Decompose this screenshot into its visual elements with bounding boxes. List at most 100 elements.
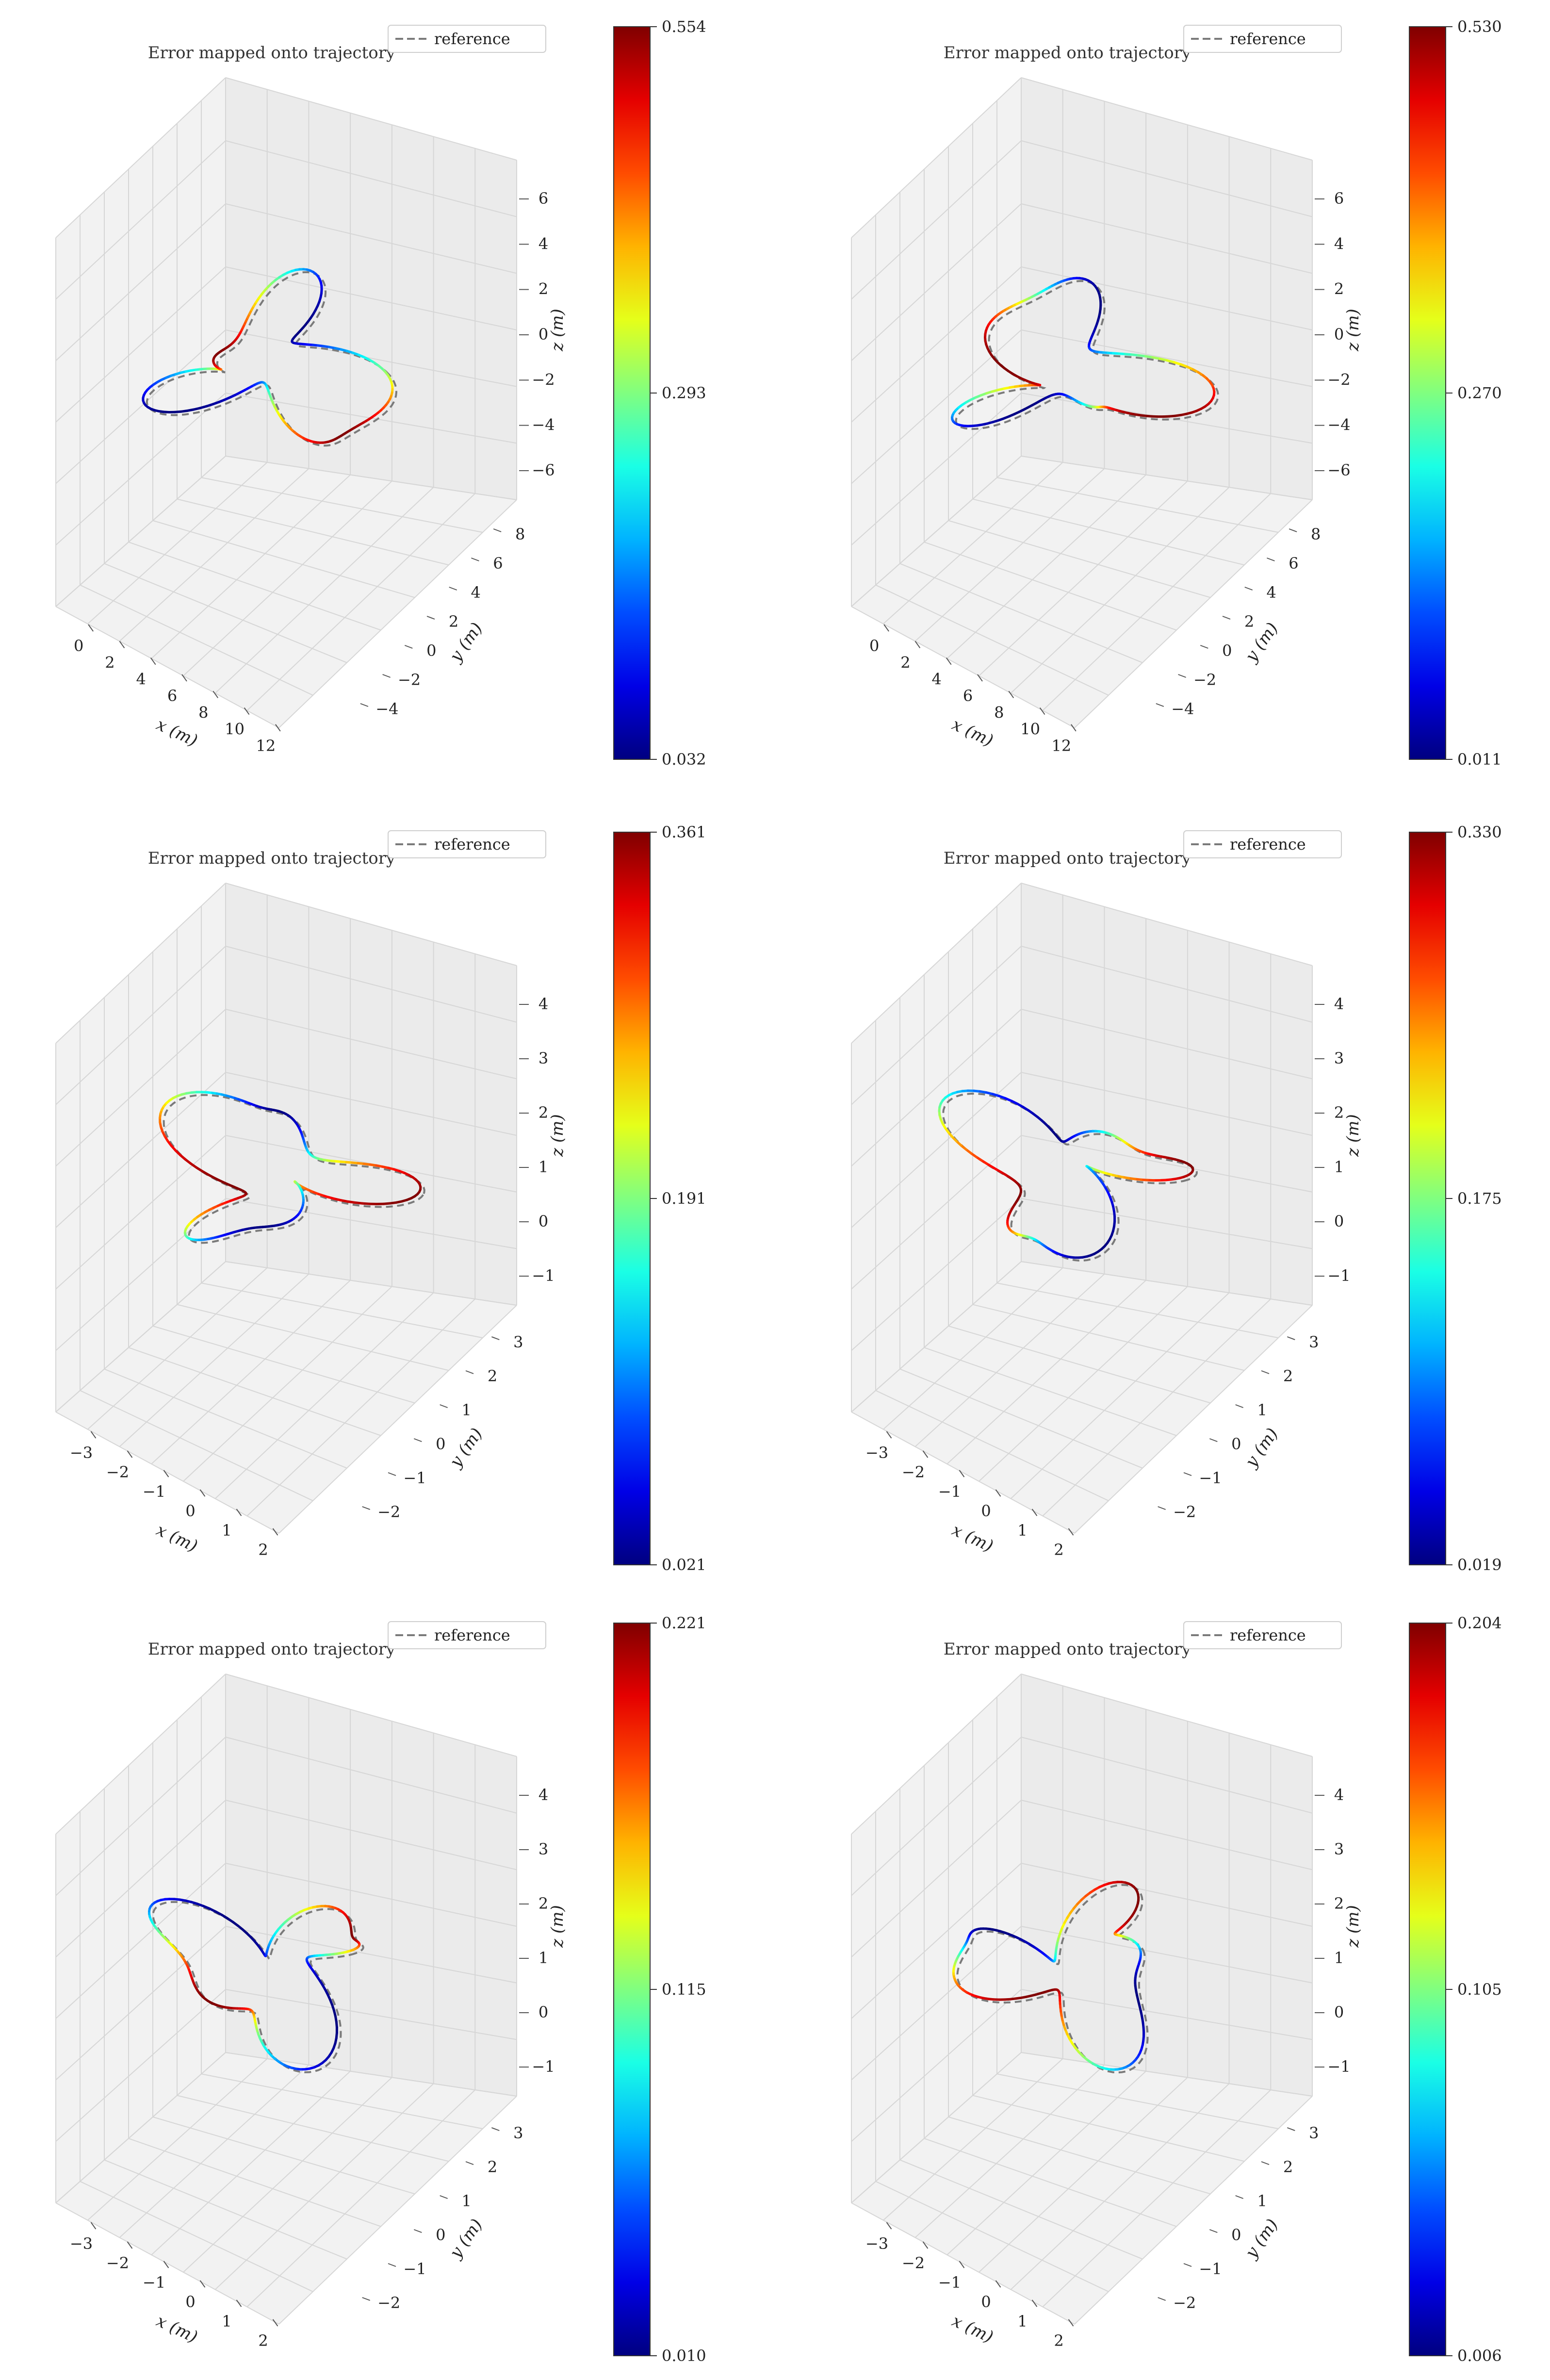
x-tick-mark <box>275 724 281 732</box>
trajectory-segment <box>1136 1943 1140 1948</box>
x-tick-mark <box>914 640 921 649</box>
floor-pane <box>851 1262 1312 1533</box>
z-axis-label: z (m) <box>1343 1114 1363 1157</box>
y-axis-label: y (m) <box>445 1425 487 1472</box>
y-tick-label: 0 <box>1222 641 1232 660</box>
chart-panel-6: Error mapped onto trajectory reference 4 3 2… <box>796 1596 1550 2373</box>
x-tick-mark <box>995 1489 1001 1497</box>
z-tick-label: −2 <box>532 370 555 389</box>
x-tick-label: 10 <box>1020 720 1040 739</box>
reference-trajectory <box>163 1094 425 1244</box>
x-tick-mark <box>119 640 125 649</box>
y-tick-mark <box>1183 2263 1192 2267</box>
colorbar-tick-label: 0.361 <box>662 823 706 841</box>
x-tick-label: −1 <box>143 1482 165 1501</box>
legend-box <box>1183 830 1342 858</box>
floor-pane <box>56 1262 517 1533</box>
y-tick-label: 1 <box>1257 1401 1267 1419</box>
x-tick-label: −1 <box>143 2273 165 2292</box>
y-tick-label: 3 <box>1309 2124 1319 2142</box>
legend: reference <box>388 25 546 53</box>
y-tick-label: 2 <box>1283 2158 1293 2176</box>
y-tick-mark <box>1287 1336 1295 1340</box>
x-tick-mark <box>1031 2299 1038 2307</box>
chart-panel-1: Error mapped onto trajectory reference 6 4 2… <box>0 0 757 776</box>
z-tick-label: 0 <box>538 325 548 344</box>
x-tick-mark <box>127 1450 133 1458</box>
x-tick-label: 4 <box>136 670 146 689</box>
x-tick-mark <box>995 2280 1001 2288</box>
grid-lines <box>851 1674 1313 2325</box>
x-tick-label: −2 <box>106 2254 129 2272</box>
estimated-trajectory <box>952 1881 1145 2071</box>
y-tick-label: −1 <box>403 2260 426 2278</box>
z-tick-label: 0 <box>538 1212 548 1231</box>
estimated-trajectory <box>951 277 1216 427</box>
x-tick-label: −3 <box>865 2234 888 2253</box>
y-tick-mark <box>440 1404 448 1408</box>
trajectory-segment <box>377 364 384 370</box>
y-tick-label: −1 <box>1199 2260 1222 2278</box>
x-tick-mark <box>236 1509 242 1516</box>
y-tick-label: 0 <box>436 2226 445 2244</box>
z-tick-label: 0 <box>1334 2003 1344 2021</box>
y-tick-mark <box>1267 558 1275 561</box>
y-tick-label: 1 <box>1257 2192 1267 2210</box>
y-tick-label: 0 <box>436 1435 445 1453</box>
trajectory-segment <box>1158 357 1169 362</box>
y-tick-label: 3 <box>513 1333 523 1351</box>
z-tick-label: 1 <box>1334 1949 1344 1967</box>
trajectory-segment <box>350 1948 355 1952</box>
z-tick-label: 0 <box>538 2003 548 2021</box>
y-tick-label: 4 <box>471 583 481 602</box>
x-tick-label: 4 <box>932 670 942 689</box>
y-tick-mark <box>1244 587 1253 591</box>
x-tick-label: −3 <box>70 2234 93 2253</box>
chart-panel-4: Error mapped onto trajectory reference 4 3 2… <box>796 805 1550 1582</box>
x-tick-mark <box>272 2319 278 2327</box>
y-tick-mark <box>1209 2229 1218 2233</box>
legend-box <box>1183 25 1342 53</box>
grid-lines <box>55 77 517 728</box>
x-tick-mark <box>883 624 889 632</box>
back-left-pane <box>851 883 1021 1412</box>
x-tick-label: 2 <box>105 653 114 672</box>
x-tick-label: 1 <box>222 1521 231 1540</box>
z-tick-label: 4 <box>538 1786 548 1804</box>
z-tick-label: −6 <box>532 461 555 479</box>
y-tick-mark <box>491 2127 500 2131</box>
y-tick-mark <box>362 1506 371 1510</box>
z-tick-label: −1 <box>1327 1266 1350 1285</box>
x-tick-label: 2 <box>1054 2331 1063 2350</box>
x-tick-label: 8 <box>994 703 1004 722</box>
chart-title: Error mapped onto trajectory <box>148 849 396 868</box>
z-tick-label: 4 <box>1334 995 1344 1013</box>
y-tick-label: 0 <box>1231 2226 1241 2244</box>
x-tick-mark <box>959 2261 965 2268</box>
z-tick-label: 3 <box>1334 1840 1344 1858</box>
y-tick-mark <box>1222 616 1231 620</box>
colorbar-tick-label: 0.554 <box>662 17 706 36</box>
x-tick-mark <box>90 2222 97 2230</box>
x-tick-mark <box>1008 690 1014 698</box>
colorbar-tick-label: 0.032 <box>662 750 706 769</box>
y-tick-label: −2 <box>377 2294 400 2312</box>
x-axis-label: x (m) <box>949 715 996 751</box>
chart-panel-5: Error mapped onto trajectory reference 4 3 2… <box>0 1596 757 2373</box>
trajectory-segment <box>418 1188 422 1193</box>
colorbar-tick-label: 0.115 <box>662 1980 706 1999</box>
reference-trajectory <box>955 280 1219 430</box>
x-tick-label: 6 <box>167 687 177 705</box>
x-tick-label: 1 <box>1017 1521 1027 1540</box>
x-tick-label: −3 <box>865 1444 888 1462</box>
floor-pane <box>56 2052 517 2324</box>
reference-trajectory <box>956 1884 1149 2074</box>
trajectory-segment <box>1208 380 1214 387</box>
y-tick-mark <box>413 2229 422 2233</box>
y-tick-label: −2 <box>1173 2294 1196 2312</box>
colorbar <box>613 832 651 1565</box>
colorbar-tick-label: 0.330 <box>1457 823 1502 841</box>
y-tick-mark <box>465 1370 474 1374</box>
x-tick-mark <box>1039 707 1045 715</box>
y-tick-mark <box>1158 1506 1166 1510</box>
